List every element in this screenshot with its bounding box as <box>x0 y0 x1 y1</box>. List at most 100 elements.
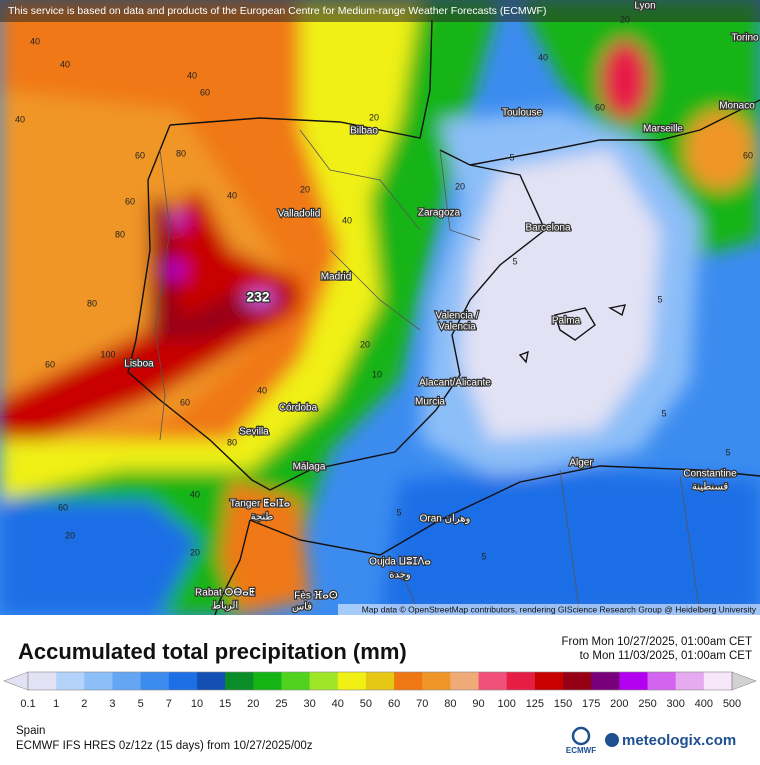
contour-label: 20 <box>369 112 379 122</box>
colorbar-tick-label: 300 <box>667 698 685 710</box>
city-label: Rabat ⵔⴱⴰⵟ <box>195 588 255 599</box>
contour-label: 20 <box>620 14 630 24</box>
attribution-bg <box>338 604 760 615</box>
colorbar-segment <box>534 672 564 690</box>
contour-label: 60 <box>180 397 190 407</box>
contour-label: 80 <box>227 437 237 447</box>
city-label: Madrid <box>321 272 352 283</box>
contour-label: 5 <box>481 551 486 561</box>
colorbar-segment <box>450 672 480 690</box>
ecmwf-logo-text: ECMWF <box>566 746 596 755</box>
contour-label: 60 <box>45 359 55 369</box>
colorbar-segment <box>591 672 620 690</box>
colorbar-tick-label: 250 <box>638 698 656 710</box>
contour-label: 40 <box>227 190 237 200</box>
colorbar-tick-label: 5 <box>138 698 144 710</box>
banner-text: This service is based on data and produc… <box>8 5 546 17</box>
city-label: Oujda ⵡⵓⵊⴷⴰ <box>369 557 431 568</box>
contour-label: 40 <box>187 70 197 80</box>
colorbar-segment <box>84 672 113 690</box>
city-label: Murcia <box>415 397 445 408</box>
city-label: Alacant/Alicante <box>419 378 491 389</box>
colorbar-segment <box>506 672 536 690</box>
colorbar-segment <box>563 672 592 690</box>
precip-area <box>0 190 300 440</box>
colorbar-segment <box>28 672 57 690</box>
precip-area <box>220 480 310 615</box>
colorbar-segment <box>196 672 226 690</box>
coastline <box>214 519 251 615</box>
contour-label: 60 <box>595 102 605 112</box>
colorbar-segment <box>394 672 423 690</box>
borders <box>154 129 701 615</box>
contour-label: 20 <box>190 547 200 557</box>
coastline <box>249 465 760 556</box>
precip-area <box>600 40 650 120</box>
contour-label: 60 <box>125 196 135 206</box>
colorbar-tick-label: 80 <box>444 698 456 710</box>
precip-area <box>520 0 760 260</box>
precip-area <box>244 290 276 306</box>
colorbar-segment <box>56 672 85 690</box>
coastline <box>518 304 627 364</box>
city-label: Barcelona <box>525 223 570 234</box>
colorbar-tick-label: 70 <box>416 698 428 710</box>
contour-label: 60 <box>135 150 145 160</box>
city-label: Córdoba <box>279 403 318 414</box>
city-label: الرباط <box>212 601 238 612</box>
colorbar-tick-label: 100 <box>498 698 516 710</box>
colorbar-segment <box>112 672 142 690</box>
period-from: From Mon 10/27/2025, 01:00am CET <box>562 636 753 648</box>
ecmwf-logo-icon <box>571 726 591 746</box>
city-label: Oran وهران <box>420 514 471 525</box>
contour-label: 80 <box>115 229 125 239</box>
precip-area <box>460 150 660 440</box>
precip-field <box>0 0 760 615</box>
precip-area <box>0 500 200 615</box>
contour-label: 60 <box>743 150 753 160</box>
city-label: Constantine <box>683 469 737 480</box>
colorbar-arrow-left <box>3 671 29 691</box>
coastline <box>127 19 546 491</box>
region: Spain <box>16 725 45 737</box>
colorbar-tick-label: 15 <box>219 698 231 710</box>
contour-label: 40 <box>342 215 352 225</box>
site-logo-icon <box>605 733 619 747</box>
contour-label: 20 <box>65 530 75 540</box>
colorbar-segment <box>253 672 282 690</box>
city-label: Valladolid <box>278 209 321 220</box>
contour-label: 40 <box>60 59 70 69</box>
colorbar-tick-label: 25 <box>275 698 287 710</box>
city-label: Málaga <box>293 462 326 473</box>
city-label: Zaragoza <box>418 208 461 219</box>
colorbar-segment <box>168 672 198 690</box>
contour-label: 60 <box>58 502 68 512</box>
colorbar-frame <box>27 671 733 691</box>
map: This service is based on data and produc… <box>0 0 760 615</box>
colorbar-segment <box>703 672 733 690</box>
coastline <box>469 99 760 166</box>
colorbar-segment <box>647 672 677 690</box>
city-label: Toulouse <box>502 108 542 119</box>
city-label: Palma <box>552 316 581 327</box>
coastlines <box>127 19 760 615</box>
city-label: Lyon <box>634 1 655 12</box>
colorbar-tick-label: 150 <box>554 698 572 710</box>
colorbar-segment <box>309 672 339 690</box>
colorbar-segment <box>675 672 705 690</box>
colorbar-tick-label: 200 <box>610 698 628 710</box>
contour-label: 5 <box>661 408 666 418</box>
colorbar-segment <box>619 672 649 690</box>
contour-label: 40 <box>15 114 25 124</box>
colorbar-tick-label: 125 <box>526 698 544 710</box>
site-logo-text[interactable]: meteologix.com <box>622 732 736 749</box>
colorbar-segment <box>225 672 254 690</box>
contour-label: 100 <box>100 349 115 359</box>
colorbar-segment <box>422 672 451 690</box>
contour-label: 60 <box>200 87 210 97</box>
city-label: Sevilla <box>239 427 269 438</box>
